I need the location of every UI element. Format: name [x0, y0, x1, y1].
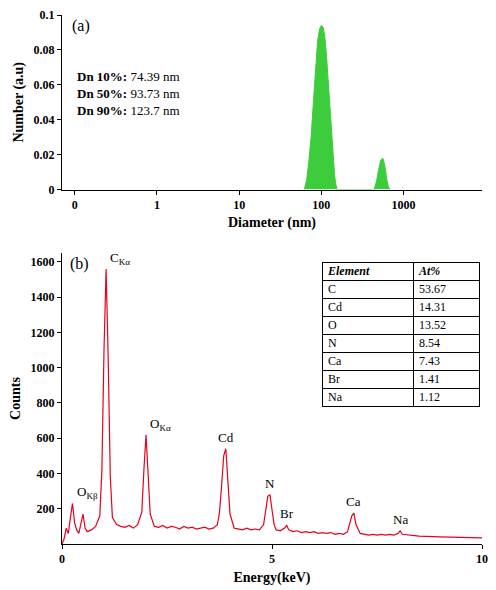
svg-text:0.02: 0.02	[34, 148, 55, 162]
svg-text:0.08: 0.08	[34, 43, 55, 57]
svg-text:0: 0	[49, 183, 55, 197]
html-text:N: N	[328, 336, 337, 350]
html-text:13.52: 13.52	[419, 318, 446, 332]
html-text:C: C	[328, 282, 336, 296]
svg-text:O​Kβ​: O​Kβ​	[77, 484, 98, 501]
svg-text:0.06: 0.06	[34, 78, 55, 92]
html-text:14.31: 14.31	[419, 300, 446, 314]
svg-text:(b): (b)	[70, 255, 89, 273]
svg-text:0: 0	[72, 198, 78, 212]
svg-text:Na: Na	[393, 512, 408, 527]
svg-text:200: 200	[37, 502, 55, 516]
svg-text:600: 600	[37, 431, 55, 445]
svg-text:5: 5	[269, 552, 275, 566]
html-text:Element: Element	[328, 264, 370, 278]
svg-text:10: 10	[476, 552, 488, 566]
svg-text:800: 800	[37, 396, 55, 410]
svg-text:Number (a.u): Number (a.u)	[11, 62, 27, 143]
svg-text:Counts: Counts	[8, 377, 23, 420]
svg-text:100: 100	[312, 198, 330, 212]
svg-text:10: 10	[233, 198, 245, 212]
svg-text:0.1: 0.1	[40, 8, 55, 22]
html-text:Na: Na	[328, 390, 342, 404]
svg-text:C​Kα​: C​Kα​	[110, 250, 130, 267]
html-text:O: O	[328, 318, 337, 332]
html-text:Cd: Cd	[328, 300, 342, 314]
html-text:At%: At%	[419, 264, 441, 278]
svg-text:0.04: 0.04	[34, 113, 55, 127]
svg-text:1: 1	[154, 198, 160, 212]
svg-text:(a): (a)	[72, 17, 90, 35]
html-text:7.43: 7.43	[419, 354, 440, 368]
html-text:1.41: 1.41	[419, 372, 440, 386]
svg-text:Br: Br	[280, 506, 294, 521]
svg-text:0: 0	[59, 552, 65, 566]
svg-text:1000: 1000	[31, 361, 55, 375]
svg-text:Energy(keV): Energy(keV)	[234, 570, 311, 586]
svg-text:Ca: Ca	[346, 494, 361, 509]
svg-text:1600: 1600	[31, 255, 55, 269]
html-text:Br: Br	[328, 372, 340, 386]
svg-text:O​Kα​: O​Kα​	[150, 416, 171, 433]
svg-text:1400: 1400	[31, 290, 55, 304]
svg-text:1000: 1000	[392, 198, 416, 212]
svg-text:1200: 1200	[31, 326, 55, 340]
svg-text:400: 400	[37, 467, 55, 481]
html-text:8.54: 8.54	[419, 336, 440, 350]
html-text:1.12: 1.12	[419, 390, 440, 404]
html-text:Ca: Ca	[328, 354, 342, 368]
svg-text:Cd: Cd	[218, 430, 234, 445]
svg-text:Diameter (nm): Diameter (nm)	[228, 215, 316, 231]
svg-text:N: N	[265, 476, 275, 491]
svg-text:Dn 10%: 74.39 nmDn 50%: 93.73: Dn 10%: 74.39 nmDn 50%: 93.73 nmDn 90%: …	[77, 69, 180, 118]
html-text:53.67: 53.67	[419, 282, 446, 296]
